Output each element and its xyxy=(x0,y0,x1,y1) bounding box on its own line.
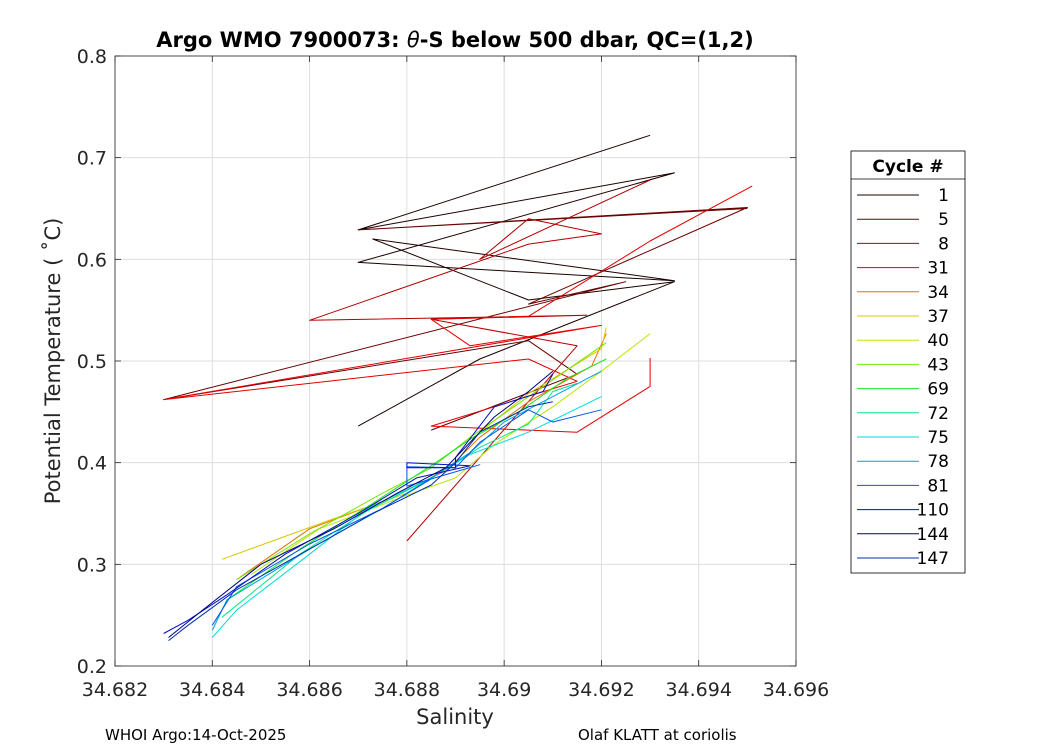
x-tick-label: 34.69 xyxy=(477,679,531,701)
legend-box xyxy=(850,150,966,574)
y-tick-label: 0.2 xyxy=(77,656,107,678)
y-tick-label: 0.8 xyxy=(77,46,107,68)
x-tick-label: 34.686 xyxy=(276,679,342,701)
x-tick-label: 34.684 xyxy=(179,679,245,701)
series-layer xyxy=(163,134,753,641)
series-line-cycle-144 xyxy=(168,370,554,638)
legend-label-cycle-43: 43 xyxy=(927,355,949,375)
series-line-cycle-8 xyxy=(309,179,651,542)
legend-label-cycle-110: 110 xyxy=(917,501,949,521)
legend-label-cycle-144: 144 xyxy=(917,525,949,545)
legend-label-cycle-31: 31 xyxy=(927,259,949,279)
legend-label-cycle-1: 1 xyxy=(938,186,949,206)
legend-label-cycle-37: 37 xyxy=(927,307,949,327)
series-line-cycle-110 xyxy=(163,373,554,634)
legend-label-cycle-147: 147 xyxy=(917,549,949,569)
tick-labels: 34.682 34.684 34.686 34.688 34.69 34.692 34.69… xyxy=(77,46,829,701)
series-line-cycle-5 xyxy=(163,207,748,431)
series-line-cycle-147 xyxy=(168,401,553,641)
legend-label-cycle-75: 75 xyxy=(927,428,949,448)
series-line-cycle-69 xyxy=(226,358,607,601)
series-line-cycle-81 xyxy=(211,409,602,626)
legend-label-cycle-34: 34 xyxy=(927,283,949,303)
series-line-cycle-75 xyxy=(211,396,602,638)
x-tick-label: 34.696 xyxy=(763,679,829,701)
legend-label-cycle-8: 8 xyxy=(938,234,949,254)
y-tick-label: 0.6 xyxy=(77,249,107,271)
legend-title: Cycle # xyxy=(872,157,943,177)
y-tick-label: 0.4 xyxy=(77,453,107,475)
chart-title: Argo WMO 7900073: θ-S below 500 dbar, QC… xyxy=(156,28,753,52)
legend-label-cycle-78: 78 xyxy=(927,452,949,472)
legend-label-cycle-72: 72 xyxy=(927,404,949,424)
ticks xyxy=(114,55,797,667)
series-line-cycle-1 xyxy=(357,134,675,427)
series-line-cycle-40 xyxy=(250,333,651,575)
x-tick-label: 34.694 xyxy=(665,679,731,701)
y-tick-label: 0.5 xyxy=(77,351,107,373)
x-axis-label: Salinity xyxy=(416,705,494,729)
y-tick-label: 0.3 xyxy=(77,554,107,576)
y-axis-label: Potential Temperature ( ˚C) xyxy=(41,218,65,505)
legend-label-cycle-69: 69 xyxy=(927,380,949,400)
legend-label-cycle-5: 5 xyxy=(938,210,949,230)
series-line-cycle-31 xyxy=(163,185,753,433)
footer-left: WHOI Argo:14-Oct-2025 xyxy=(105,726,286,744)
legend-label-cycle-40: 40 xyxy=(927,331,949,351)
y-tick-label: 0.7 xyxy=(77,148,107,170)
legend-label-cycle-81: 81 xyxy=(927,476,949,496)
legend: Cycle # 1 5 8 31 34 37 40 43 69 72 75 78 81 110 144 147 xyxy=(850,150,966,574)
footer-right: Olaf KLATT at coriolis xyxy=(578,726,737,744)
x-tick-label: 34.688 xyxy=(374,679,440,701)
legend-items: 1 5 8 31 34 37 40 43 69 72 75 78 81 110 144 147 xyxy=(857,186,949,569)
x-tick-label: 34.692 xyxy=(568,679,634,701)
x-tick-label: 34.682 xyxy=(82,679,148,701)
